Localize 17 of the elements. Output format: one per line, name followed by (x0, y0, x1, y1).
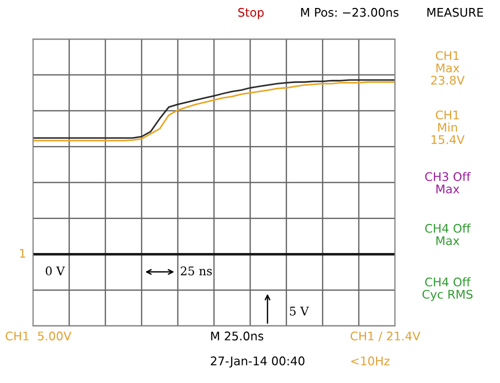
text: Stop (238, 8, 264, 20)
text: 1 (20, 248, 26, 258)
text: CH1 Max 23.8V (431, 51, 465, 85)
text: CH4 Off Cyc RMS (422, 277, 473, 302)
text: CH1 5.00V (6, 332, 72, 340)
text: 5 V (290, 306, 309, 316)
text: MEASURE (427, 8, 483, 17)
text: 25 ns (180, 266, 212, 276)
text: M Pos: −23.00ns (301, 8, 398, 17)
text: <10Hz (351, 356, 390, 366)
text: CH3 Off Max (425, 172, 471, 194)
text: CH1 / 21.4V (350, 332, 420, 342)
text: CH1 Min 15.4V (432, 110, 465, 144)
text: 27-Jan-14 00:40 (210, 356, 304, 368)
text: M 25.0ns (211, 332, 264, 340)
text: CH4 Off Max (425, 224, 471, 246)
text: 0 V (46, 266, 65, 276)
